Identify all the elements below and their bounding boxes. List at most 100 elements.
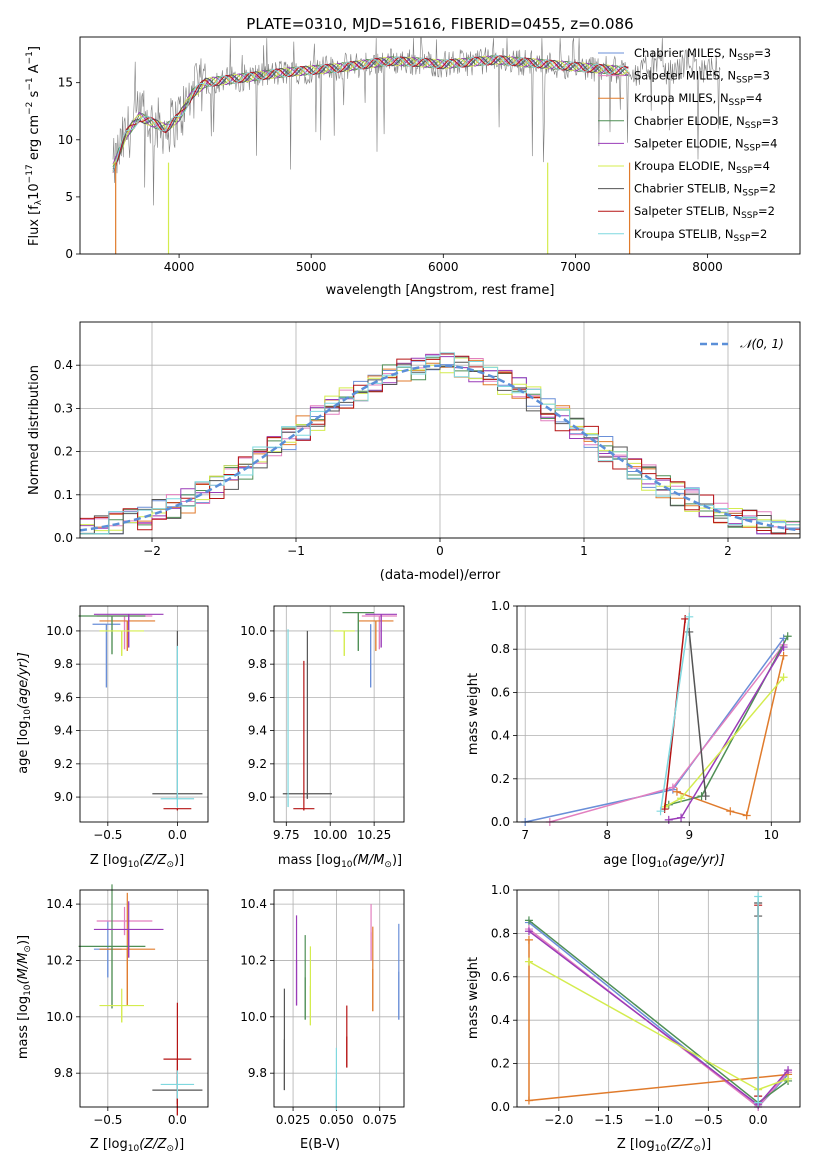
mwage-marker-chabrier-elodie — [783, 632, 792, 641]
agem-ytick-label: 9.0 — [248, 790, 267, 804]
massebv-xtick-label: 0.025 — [276, 1113, 310, 1127]
residual-ylabel: Normed distribution — [27, 365, 42, 495]
mwage-xtick-label: 7 — [521, 828, 529, 842]
mwz-xtick-label: −2.0 — [544, 1113, 573, 1127]
mwage-marker-salpeter-stelib — [681, 614, 690, 623]
agem-xtick-label: 9.75 — [273, 828, 300, 842]
legend-label-kroupa-elodie: Kroupa ELODIE, NSSP=4 — [634, 159, 770, 176]
agem-ytick-label: 9.6 — [248, 690, 267, 704]
agem-xtick-label: 10.25 — [357, 828, 391, 842]
residual-ytick-label: 0.4 — [54, 358, 73, 372]
mwage-marker-salpeter-miles — [668, 783, 677, 792]
mwz-marker-kroupa-elodie — [784, 1074, 793, 1083]
mwz-marker-kroupa-miles — [524, 1096, 533, 1105]
mwage-line-kroupa-elodie — [664, 676, 785, 808]
legend-label-salpeter-stelib: Salpeter STELIB, NSSP=2 — [634, 204, 775, 221]
agem-frame — [273, 605, 405, 823]
mass-vs-metallicity-panel: −0.5 0.0 9.8 10.0 10.2 10.4 — [46, 884, 209, 1127]
mwage-marker-kroupa-stelib — [656, 807, 665, 816]
agem-ytick-label: 9.4 — [248, 724, 267, 738]
mwage-ytick-label: 0.2 — [491, 772, 510, 786]
mwz-ytick-label: 1.0 — [491, 883, 510, 897]
legend-label-kroupa-miles: Kroupa MILES, NSSP=4 — [634, 91, 762, 108]
normal-distribution-curve — [79, 364, 801, 532]
mwz-frame — [516, 889, 801, 1108]
massebv-ytick-label: 10.2 — [240, 953, 267, 967]
residual-xtick-label: 2 — [724, 544, 732, 558]
mwz-marker-kroupa-stelib — [754, 1098, 763, 1107]
residual-xtick-label: −1 — [287, 544, 305, 558]
massweight-vs-metallicity-panel: −2.0 −1.5 −1.0 −0.5 0.0 0.0 0.2 0.4 0.6 0.8 1.0 — [491, 883, 801, 1127]
mwz-xlabel: Z [log10(Z/Z⊙)] — [617, 1137, 711, 1154]
massz-ytick-label: 9.8 — [54, 1066, 73, 1080]
mwage-ytick-label: 0.8 — [491, 642, 510, 656]
residual-ytick-label: 0.0 — [54, 531, 73, 545]
agez-ytick-label: 9.8 — [54, 657, 73, 671]
massz-xtick-label: −0.5 — [93, 1113, 122, 1127]
spectrum-ytick-label: 15 — [58, 76, 73, 90]
legend-label-salpeter-miles: Salpeter MILES, NSSP=3 — [634, 69, 770, 86]
agez-xlabel: Z [log10(Z/Z⊙)] — [90, 853, 184, 870]
legend-label-chabrier-miles: Chabrier MILES, NSSP=3 — [634, 46, 771, 63]
massebv-ytick-label: 10.0 — [240, 1010, 267, 1024]
mwage-line-kroupa-stelib — [659, 616, 691, 812]
agez-ytick-label: 9.2 — [54, 757, 73, 771]
mwage-xtick-label: 9 — [685, 828, 693, 842]
residual-histogram-panel: −2 −1 0 1 2 0.0 0.1 0.2 0.3 0.4 — [54, 321, 801, 558]
spectrum-xlabel: wavelength [Angstrom, rest frame] — [326, 283, 555, 298]
age-vs-metallicity-panel: −0.5 0.0 9.0 9.2 9.4 9.6 9.8 10.0 — [46, 605, 209, 842]
mwz-marker-salpeter-elodie — [524, 927, 533, 936]
spectrum-ytick-label: 5 — [65, 190, 73, 204]
mwage-marker-kroupa-stelib — [685, 612, 694, 621]
legend-label-chabrier-stelib: Chabrier STELIB, NSSP=2 — [634, 182, 776, 199]
mwage-xtick-label: 8 — [603, 828, 611, 842]
residual-xtick-label: 1 — [580, 544, 588, 558]
mwage-marker-kroupa-miles — [742, 811, 751, 820]
agez-ytick-label: 9.4 — [54, 724, 73, 738]
massebv-xtick-label: 0.050 — [319, 1113, 353, 1127]
agez-xtick-label: −0.5 — [93, 828, 122, 842]
mwage-marker-kroupa-miles — [672, 787, 681, 796]
agem-ytick-label: 10.0 — [240, 624, 267, 638]
spectrum-panel: 4000 5000 6000 7000 8000 0 5 10 15 — [58, 36, 801, 274]
legend-label-chabrier-elodie: Chabrier ELODIE, NSSP=3 — [634, 114, 779, 131]
mwz-xtick-label: −1.5 — [594, 1113, 623, 1127]
mwage-ytick-label: 0.6 — [491, 685, 510, 699]
residual-frame — [79, 321, 801, 539]
mwz-ytick-label: 0.2 — [491, 1057, 510, 1071]
spectrum-model-kroupa-elodie — [112, 56, 629, 166]
spectrum-model-chabrier-stelib — [112, 55, 629, 170]
spectrum-xtick-label: 8000 — [692, 260, 723, 274]
massz-ylabel: mass [log10(M/M⊙)] — [16, 935, 33, 1059]
massz-frame — [79, 889, 209, 1108]
massz-xlabel: Z [log10(Z/Z⊙)] — [90, 1137, 184, 1154]
massebv-frame — [273, 889, 405, 1108]
agem-xlabel: mass [log10(M/M⊙)] — [278, 853, 402, 870]
mwz-marker-kroupa-elodie — [524, 957, 533, 966]
spectrum-legend: Chabrier MILES, NSSP=3 Salpeter MILES, NS… — [598, 46, 779, 244]
spectrum-ytick-label: 10 — [58, 133, 73, 147]
mwage-marker-kroupa-elodie — [779, 673, 788, 682]
mwz-xtick-label: −0.5 — [694, 1113, 723, 1127]
mwage-marker-salpeter-elodie — [677, 813, 686, 822]
mwz-marker-kroupa-stelib — [754, 892, 763, 901]
agem-ytick-label: 9.2 — [248, 757, 267, 771]
mwage-marker-kroupa-miles — [726, 807, 735, 816]
spectrum-frame — [79, 36, 801, 255]
mwz-xtick-label: −1.0 — [644, 1113, 673, 1127]
spectrum-model-salpeter-stelib — [112, 55, 629, 173]
mwage-frame — [516, 605, 801, 823]
legend-label-salpeter-elodie: Salpeter ELODIE, NSSP=4 — [634, 136, 777, 153]
spectrum-xtick-label: 6000 — [428, 260, 459, 274]
mwage-xlabel: age [log10(age/yr)] — [603, 853, 725, 870]
mwage-marker-salpeter-elodie — [779, 643, 788, 652]
agez-xtick-label: 0.0 — [168, 828, 187, 842]
agez-ylabel: age [log10(age/yr)] — [16, 652, 33, 774]
mwage-ytick-label: 0.0 — [491, 815, 510, 829]
massz-ytick-label: 10.4 — [46, 897, 73, 911]
mass-vs-ebv-panel: 0.025 0.050 0.075 9.8 10.0 10.2 10.4 — [240, 889, 405, 1127]
spectrum-xtick-label: 5000 — [296, 260, 327, 274]
mwage-ytick-label: 1.0 — [491, 599, 510, 613]
agez-ytick-label: 9.6 — [54, 690, 73, 704]
